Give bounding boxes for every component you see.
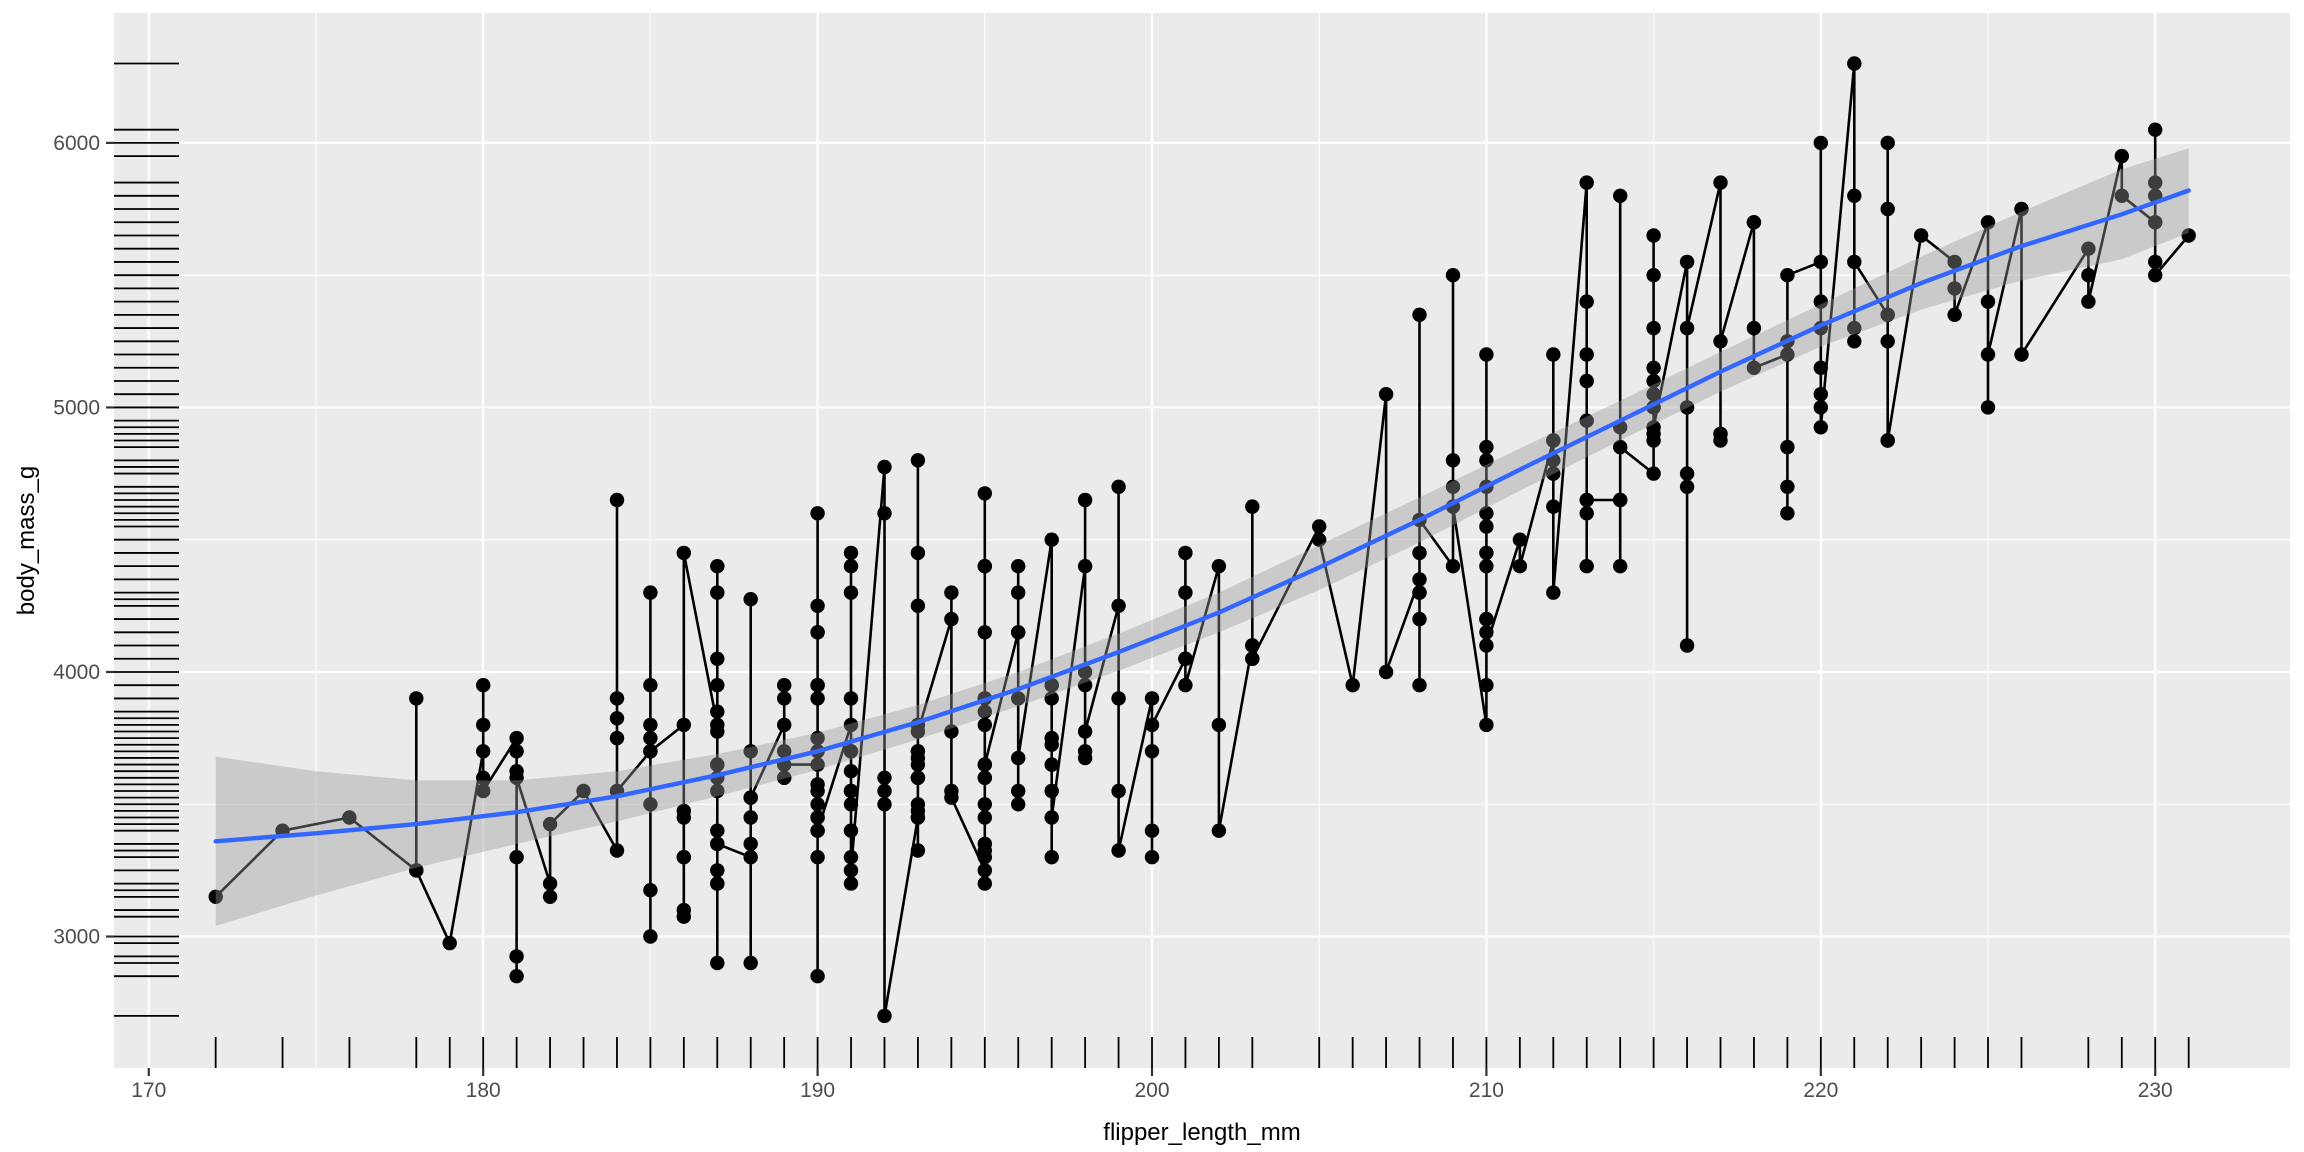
y-axis-tick-marks	[106, 141, 114, 938]
x-axis-tick-marks	[147, 1068, 2157, 1076]
y-axis-tick-labels: 3000 4000 5000 6000	[53, 132, 100, 949]
svg-text:230: 230	[2138, 1079, 2173, 1102]
svg-text:3000: 3000	[53, 926, 100, 949]
y-axis-rug	[114, 62, 179, 1017]
x-axis-rug	[214, 1037, 2190, 1068]
svg-text:180: 180	[466, 1079, 501, 1102]
plot-panel	[114, 13, 2290, 1068]
svg-text:220: 220	[1803, 1079, 1838, 1102]
svg-text:4000: 4000	[53, 661, 100, 684]
confidence-ribbon	[215, 148, 2189, 926]
minor-gridlines	[114, 13, 2290, 1068]
svg-text:6000: 6000	[53, 132, 100, 155]
x-axis-tick-labels: 170 180 190 200 210 220 230	[131, 1079, 2173, 1102]
svg-text:190: 190	[800, 1079, 835, 1102]
y-axis-title: body_mass_g	[13, 466, 40, 615]
svg-text:210: 210	[1469, 1079, 1504, 1102]
svg-text:200: 200	[1134, 1079, 1169, 1102]
x-axis-title: flipper_length_mm	[1103, 1119, 1300, 1146]
data-points	[208, 56, 2196, 1024]
svg-text:5000: 5000	[53, 396, 100, 419]
svg-text:170: 170	[131, 1079, 166, 1102]
smooth-trend-line	[213, 188, 2191, 844]
